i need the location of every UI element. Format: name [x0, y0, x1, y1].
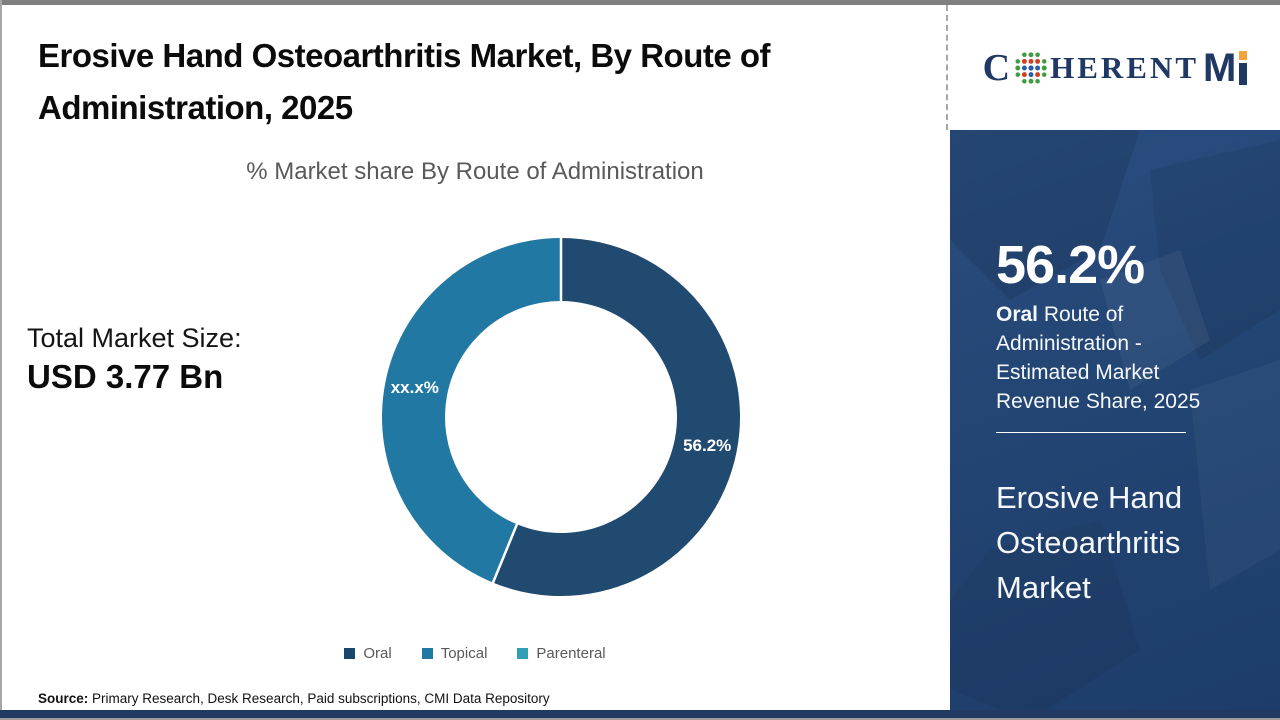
legend-item-topical: Topical — [421, 645, 488, 662]
top-border-bar — [0, 0, 1280, 5]
panel-share-value: 56.2% — [996, 235, 1145, 295]
header-dashed-divider — [946, 5, 948, 130]
total-market-size-label: Total Market Size: — [27, 323, 242, 353]
donut-slice — [382, 238, 561, 583]
legend-swatch — [344, 648, 356, 659]
logo-letter-c: C — [982, 46, 1013, 89]
logo-i-stem — [1239, 62, 1248, 85]
chart-title: % Market share By Route of Administratio… — [246, 158, 704, 185]
globe-dots-icon — [1015, 51, 1047, 84]
legend-item-parenteral: Parenteral — [517, 645, 606, 662]
chart-legend: Oral Topical Parenteral — [0, 645, 950, 662]
page-title: Erosive Hand Osteoarthritis Market, By R… — [38, 37, 771, 126]
logo-row: C HERENT M — [982, 45, 1248, 90]
panel-content: 56.2% Oral Route of Administration - Est… — [950, 130, 1280, 610]
legend-swatch — [421, 648, 433, 659]
legend-label: Parenteral — [536, 645, 606, 662]
donut-slice — [493, 238, 741, 596]
logo-letter-m: M — [1203, 45, 1237, 90]
legend-item-oral: Oral — [344, 645, 392, 662]
panel-market-title: Erosive Hand Osteoarthritis Market — [996, 480, 1183, 605]
logo-mi: M — [1203, 45, 1248, 90]
bottom-navy-bar — [0, 710, 1280, 718]
logo-i-orange-cap — [1239, 50, 1248, 60]
logo-letter-i — [1239, 50, 1248, 85]
logo-word-herent: HERENT — [1050, 50, 1200, 85]
panel-divider-rule — [996, 432, 1186, 433]
source-line: Source: Primary Research, Desk Research,… — [38, 691, 550, 706]
legend-label: Topical — [440, 645, 488, 662]
highlight-panel: 56.2% Oral Route of Administration - Est… — [950, 130, 1280, 720]
legend-swatch — [517, 648, 529, 659]
source-text: Primary Research, Desk Research, Paid su… — [88, 691, 550, 706]
total-market-size-value: USD 3.77 Bn — [27, 358, 224, 395]
source-label: Source: — [38, 691, 89, 706]
panel-share-description: Oral Route of Administration - Estimated… — [996, 300, 1221, 416]
left-border — [0, 0, 2, 720]
legend-label: Oral — [363, 645, 392, 662]
bottom-border — [0, 718, 1280, 720]
world-map-texture — [950, 130, 1280, 720]
donut-chart: 56.2% xx.x% — [361, 217, 761, 617]
coherent-mi-logo: C HERENT M — [950, 5, 1280, 130]
slice-divider — [491, 522, 519, 584]
donut-chart-svg — [382, 237, 741, 596]
panel-desc-bold: Oral — [996, 303, 1039, 326]
panel-desc-rest: Route of Administration - Estimated Mark… — [996, 303, 1201, 413]
